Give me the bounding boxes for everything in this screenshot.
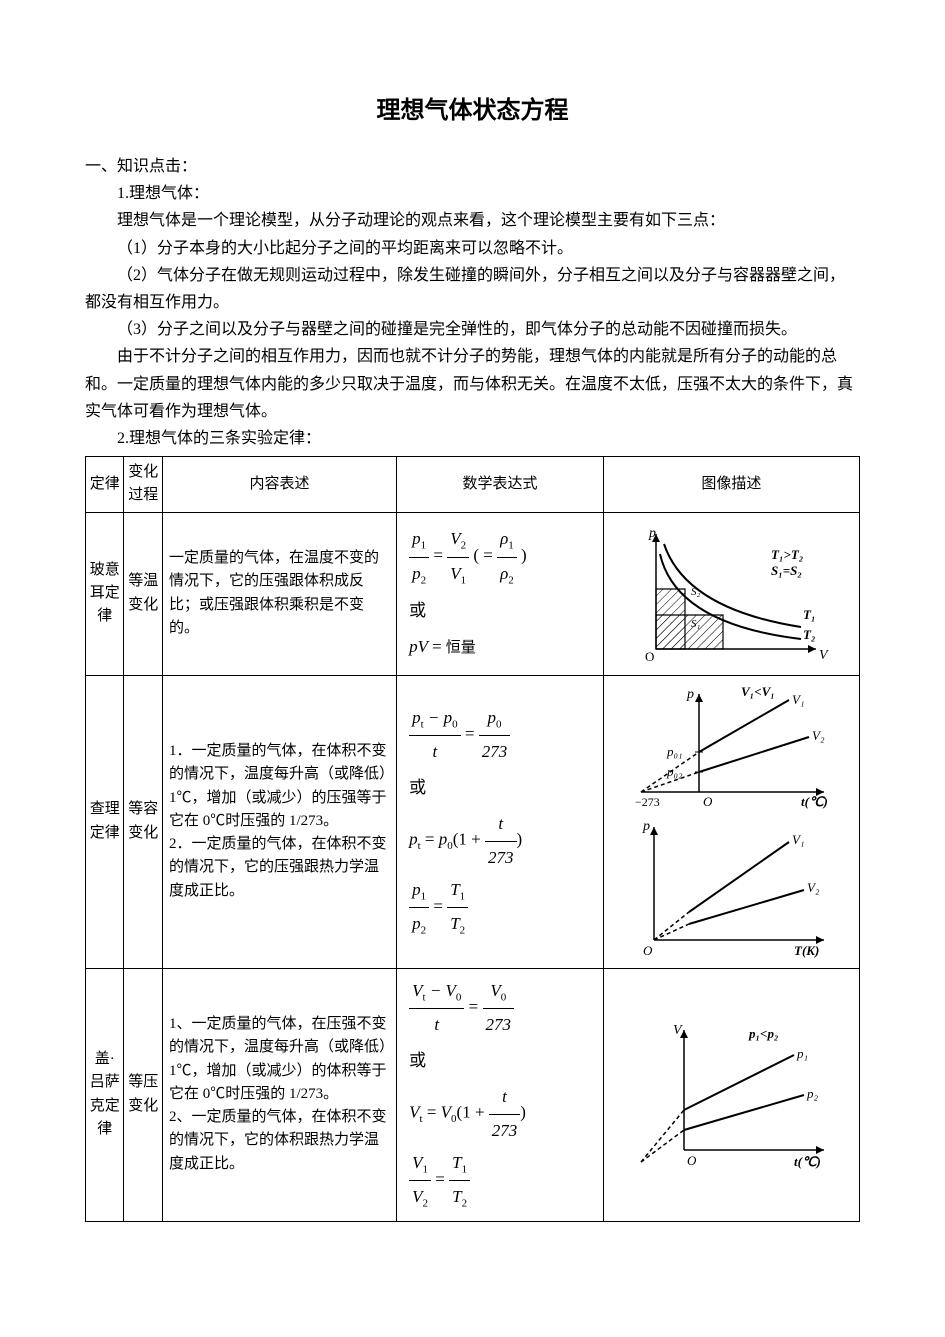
table-row: 玻意耳定律 等温变化 一定质量的气体，在温度不变的情况下，它的压强跟体积成反比；… [86, 512, 860, 675]
cell-law: 查理定律 [86, 675, 124, 968]
section-heading: 一、知识点击： [85, 153, 860, 180]
svg-text:O: O [645, 649, 654, 664]
cell-desc: 1、一定质量的气体，在压强不变的情况下，温度每升高（或降低）1℃，增加（或减少）… [162, 968, 396, 1221]
svg-text:p: p [642, 819, 650, 834]
table-row: 查理定律 等容变化 1．一定质量的气体，在体积不变的情况下，温度每升高（或降低）… [86, 675, 860, 968]
intro-h2: 2.理想气体的三条实验定律： [85, 425, 860, 452]
boyle-graph-icon: S₂ S₁ p V O T₁>T₂ S₁=S₂ T₁ T₂ [631, 519, 831, 669]
svg-text:T(K): T(K) [794, 943, 819, 958]
svg-text:p₁<p₂: p₁<p₂ [748, 1026, 778, 1041]
svg-text:V₂: V₂ [807, 880, 820, 895]
svg-text:p₀₂: p₀₂ [666, 764, 683, 779]
cell-desc: 一定质量的气体，在温度不变的情况下，它的压强跟体积成反比；或压强跟体积乘积是不变… [162, 512, 396, 675]
table-header-row: 定律 变化过程 内容表述 数学表达式 图像描述 [86, 457, 860, 513]
svg-text:V: V [673, 1023, 683, 1038]
svg-text:−273: −273 [635, 795, 660, 809]
cell-math: pt − p0t = p0273 或 pt = p0(1 + t273) p1p… [397, 675, 604, 968]
svg-text:S₂: S₂ [691, 586, 701, 598]
intro-p5: 由于不计分子之间的相互作用力，因而也就不计分子的势能，理想气体的内能就是所有分子… [85, 343, 860, 425]
svg-text:S₁=S₂: S₁=S₂ [771, 563, 802, 578]
svg-text:p: p [648, 526, 656, 541]
cell-graph: V p₁<p₂ p₁ p₂ O t(℃) [603, 968, 859, 1221]
svg-text:p₀₁: p₀₁ [666, 744, 683, 759]
cell-proc: 等压变化 [124, 968, 162, 1221]
laws-table: 定律 变化过程 内容表述 数学表达式 图像描述 玻意耳定律 等温变化 一定质量的… [85, 456, 860, 1222]
cell-math: p1p2 = V2V1 ( = ρ1ρ2 ) 或 pV = pV = 恒量恒量 [397, 512, 604, 675]
table-row: 盖·吕萨克定律 等压变化 1、一定质量的气体，在压强不变的情况下，温度每升高（或… [86, 968, 860, 1221]
svg-text:t(℃): t(℃) [801, 794, 828, 809]
cell-graph: p₀₁ p₀₂ p V₁<V₁ V₁ V₂ −273 O t(℃) [603, 675, 859, 968]
page-title: 理想气体状态方程 [85, 90, 860, 125]
svg-text:p₁: p₁ [796, 1046, 808, 1061]
cell-math: Vt − V0t = V0273 或 Vt = V0(1 + t273) V1V… [397, 968, 604, 1221]
charles-pt-graph-icon: p₀₁ p₀₂ p V₁<V₁ V₁ V₂ −273 O t(℃) [629, 682, 834, 812]
th-math: 数学表达式 [397, 457, 604, 513]
svg-text:V₁<V₁: V₁<V₁ [741, 684, 775, 699]
intro-p4: （3）分子之间以及分子与器壁之间的碰撞是完全弹性的，即气体分子的总动能不因碰撞而… [85, 316, 860, 343]
svg-text:T₁: T₁ [803, 607, 815, 622]
th-proc: 变化过程 [124, 457, 162, 513]
or-text: 或 [409, 772, 597, 804]
svg-text:O: O [703, 794, 713, 809]
svg-text:p₂: p₂ [806, 1086, 819, 1101]
svg-text:V₂: V₂ [812, 728, 825, 743]
or-text: 或 [409, 595, 597, 627]
cell-law: 玻意耳定律 [86, 512, 124, 675]
th-graph: 图像描述 [603, 457, 859, 513]
svg-text:T₁>T₂: T₁>T₂ [771, 547, 803, 562]
svg-text:t(℃): t(℃) [794, 1154, 821, 1169]
svg-text:O: O [687, 1153, 697, 1168]
svg-text:S₁: S₁ [691, 618, 701, 630]
cell-graph: S₂ S₁ p V O T₁>T₂ S₁=S₂ T₁ T₂ [603, 512, 859, 675]
intro-p3: （2）气体分子在做无规则运动过程中，除发生碰撞的瞬间外，分子相互之间以及分子与容… [85, 262, 860, 316]
body-text: 一、知识点击： 1.理想气体： 理想气体是一个理论模型，从分子动理论的观点来看，… [85, 153, 860, 452]
intro-p1: 理想气体是一个理论模型，从分子动理论的观点来看，这个理论模型主要有如下三点： [85, 207, 860, 234]
page: 理想气体状态方程 一、知识点击： 1.理想气体： 理想气体是一个理论模型，从分子… [0, 0, 945, 1337]
intro-h1: 1.理想气体： [85, 180, 860, 207]
th-desc: 内容表述 [162, 457, 396, 513]
intro-p2: （1）分子本身的大小比起分子之间的平均距离来可以忽略不计。 [85, 235, 860, 262]
svg-text:O: O [643, 943, 653, 958]
cell-proc: 等温变化 [124, 512, 162, 675]
cell-law: 盖·吕萨克定律 [86, 968, 124, 1221]
svg-text:V: V [819, 648, 829, 663]
svg-text:p: p [686, 687, 694, 702]
cell-desc: 1．一定质量的气体，在体积不变的情况下，温度每升高（或降低）1℃，增加（或减少）… [162, 675, 396, 968]
svg-text:V₁: V₁ [792, 692, 804, 707]
svg-text:T₂: T₂ [803, 627, 815, 642]
charles-pT-graph-icon: p V₁ V₂ O T(K) [629, 812, 834, 962]
svg-text:V₁: V₁ [792, 832, 804, 847]
th-law: 定律 [86, 457, 124, 513]
gaylussac-graph-icon: V p₁<p₂ p₁ p₂ O t(℃) [629, 1010, 834, 1180]
cell-proc: 等容变化 [124, 675, 162, 968]
or-text: 或 [409, 1045, 597, 1077]
